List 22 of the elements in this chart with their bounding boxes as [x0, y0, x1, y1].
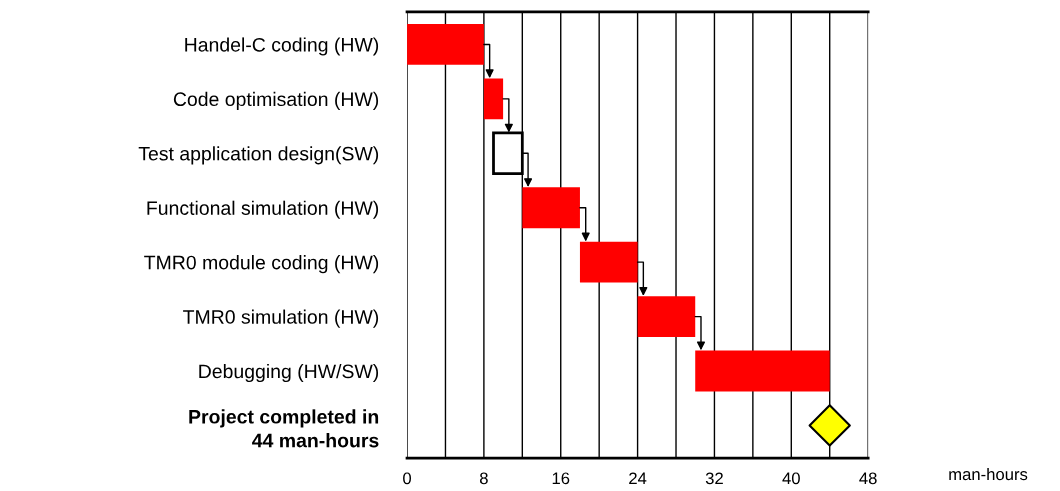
x-tick-label: 24	[629, 472, 647, 485]
bar	[579, 241, 638, 283]
y-tick-label: Debugging (HW/SW)	[199, 363, 379, 383]
y-tick-label: Functional simulation (HW)	[147, 200, 379, 219]
y-tick-label: TMR0 module coding (HW)	[144, 255, 379, 274]
bar	[407, 24, 484, 65]
x-tick-label: 0	[403, 472, 412, 485]
x-tick-label: 32	[705, 472, 723, 485]
x-tick-label: 16	[552, 472, 570, 485]
y-tick-label: Handel-C coding (HW)	[185, 37, 379, 56]
x-tick-label: 8	[479, 472, 488, 485]
y-tick-label: TMR0 simulation (HW)	[183, 309, 379, 328]
y-tick-label: Test application design(SW)	[138, 146, 379, 165]
x-tick-label: 48	[859, 472, 877, 485]
y-tick-label: Project completed in 44 man-hours	[189, 409, 379, 448]
bar	[522, 187, 580, 229]
bar	[637, 296, 696, 337]
bar	[695, 350, 830, 392]
x-tick-label: 40	[782, 472, 800, 485]
bar	[483, 78, 504, 120]
y-tick-label: Code optimisation (HW)	[173, 91, 379, 110]
x-axis-title: man-hours	[949, 467, 1028, 481]
